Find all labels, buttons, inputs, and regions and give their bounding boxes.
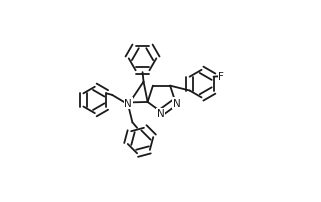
- Text: N: N: [173, 99, 180, 108]
- Text: F: F: [218, 72, 224, 82]
- Text: N: N: [125, 99, 132, 108]
- Text: N: N: [157, 108, 164, 119]
